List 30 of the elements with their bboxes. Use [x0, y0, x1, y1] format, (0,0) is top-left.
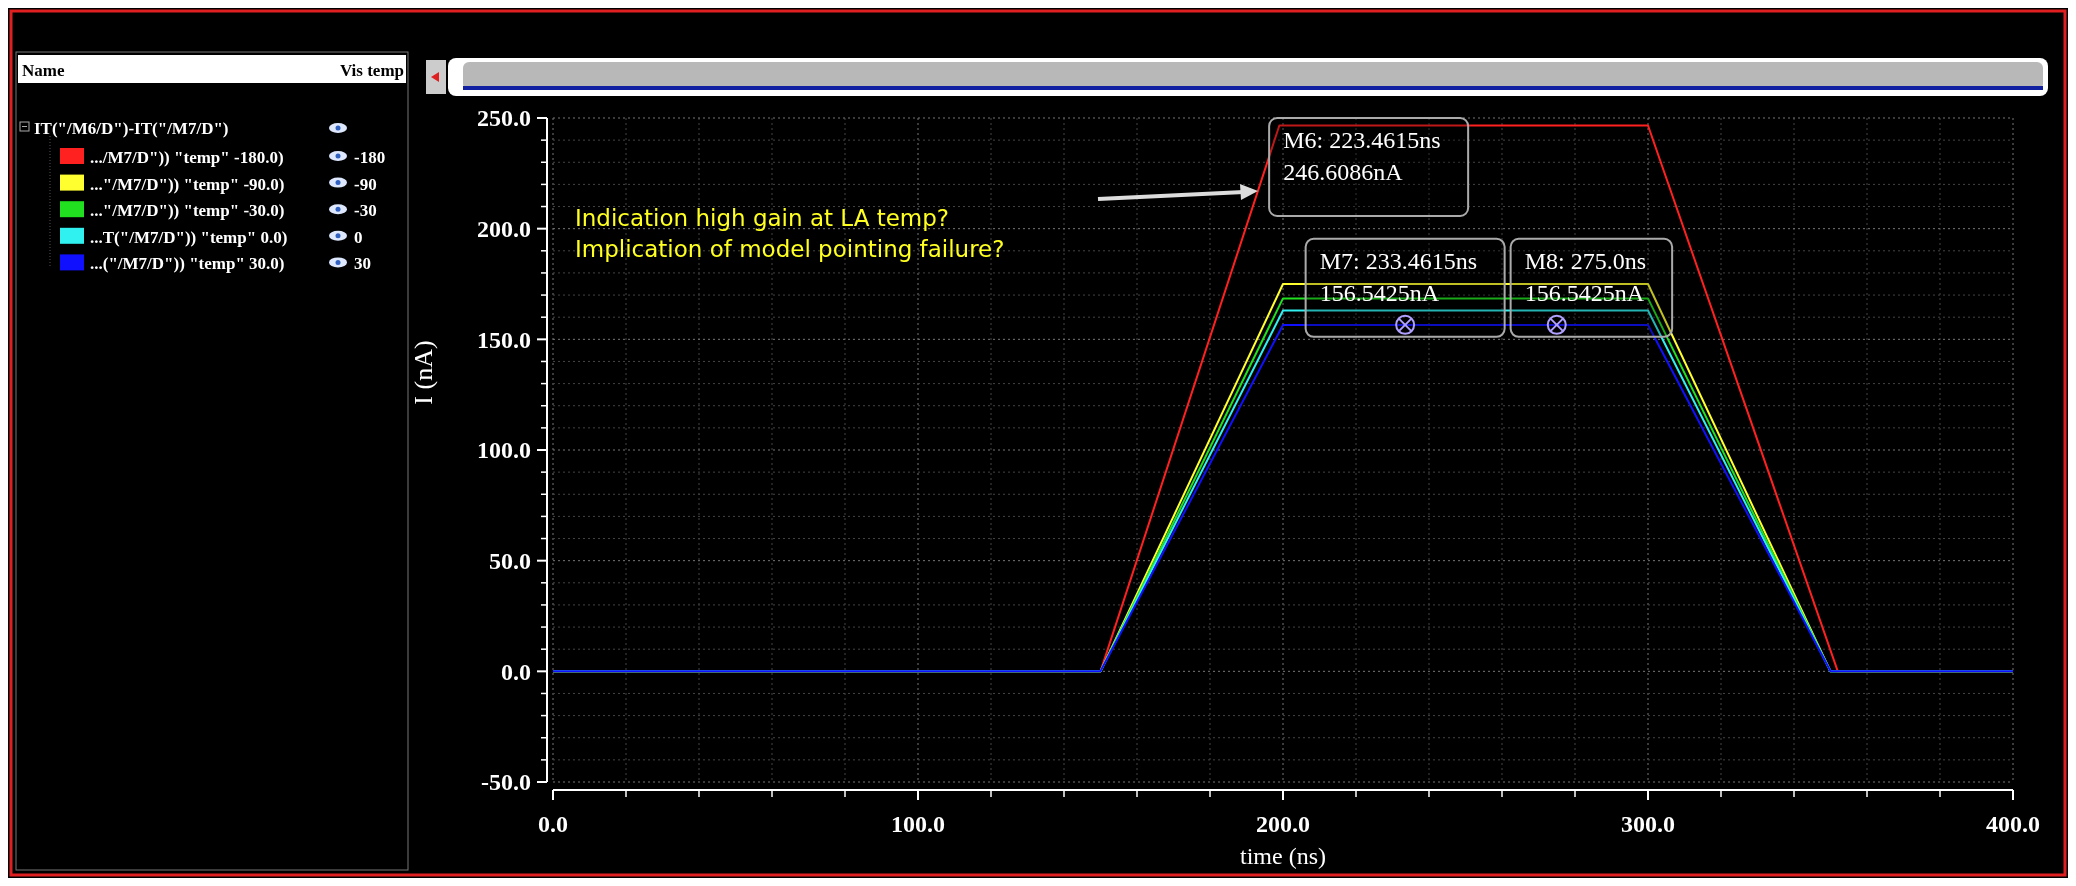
y-tick-label: 200.0 [477, 216, 531, 243]
text: 0 [354, 227, 363, 247]
annotation: Implication of model pointing failure? [575, 236, 1005, 262]
y-tick-label: 0.0 [501, 658, 531, 685]
x-tick-label: 400.0 [1986, 811, 2040, 837]
y-tick-label: -50.0 [481, 769, 531, 796]
y-axis-title: I (nA) [409, 340, 438, 405]
text: -90 [354, 174, 377, 194]
y-tick-label: 100.0 [477, 437, 531, 464]
legend-label: ...("/M7/D")) "temp" 30.0) [90, 254, 285, 274]
text: -180 [354, 148, 386, 167]
annotation: M6: 223.4615ns 246.6086nA [1283, 127, 1441, 185]
text: 30 [354, 254, 371, 274]
legend-title: IT("/M6/D")-IT("/M7/D") [34, 119, 229, 138]
legend-label: ..."/M7/D")) "temp" -30.0) [90, 201, 285, 221]
y-tick-label: 150.0 [477, 326, 531, 353]
text: -30 [354, 201, 377, 221]
text: Vis temp [339, 61, 404, 80]
legend-label: ..."/M7/D")) "temp" -90.0) [90, 174, 285, 194]
x-axis-title: time (ns) [1240, 843, 1326, 869]
y-tick-label: 50.0 [489, 548, 531, 575]
x-tick-label: 0.0 [538, 811, 568, 837]
text: Name [22, 61, 65, 80]
x-tick-label: 200.0 [1256, 811, 1310, 837]
y-tick-label: 250.0 [477, 105, 531, 132]
x-tick-label: 100.0 [891, 811, 945, 837]
legend-label: ...T("/M7/D")) "temp" 0.0) [90, 227, 288, 247]
legend-label: .../M7/D")) "temp" -180.0) [90, 148, 284, 167]
annotation: Indication high gain at LA temp? [575, 205, 950, 231]
x-tick-label: 300.0 [1621, 811, 1675, 837]
